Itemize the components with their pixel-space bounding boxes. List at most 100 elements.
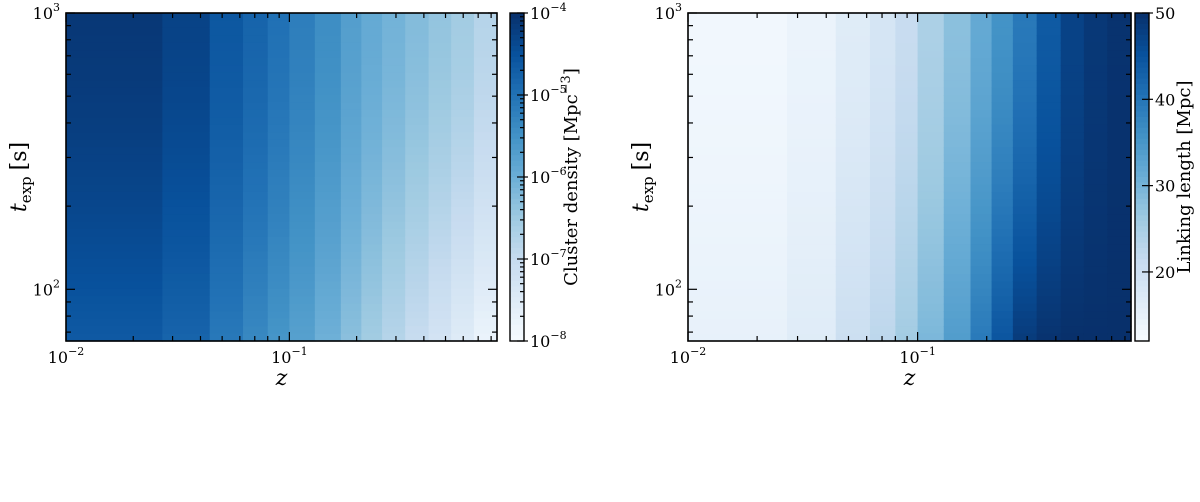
linking-heatmap-cell <box>970 80 993 89</box>
linking-heatmap-cell <box>688 162 788 171</box>
linking-heatmap-cell <box>1012 311 1038 320</box>
density-heatmap-cell <box>314 147 342 156</box>
linking-heatmap-cell <box>787 214 837 223</box>
linking-x-tick-label: 10−1 <box>899 345 936 367</box>
linking-colorbar-step <box>1135 231 1149 238</box>
linking-heatmap-cell <box>1060 191 1085 200</box>
density-heatmap-cell <box>209 42 244 51</box>
density-heatmap-cell <box>473 296 498 305</box>
linking-heatmap-cell <box>943 273 972 282</box>
linking-heatmap-cell <box>1083 102 1108 111</box>
linking-heatmap-cell <box>869 35 896 44</box>
density-colorbar-step <box>510 302 524 309</box>
density-heatmap-cell <box>428 80 452 89</box>
density-heatmap-cell <box>289 102 316 111</box>
linking-heatmap-cell <box>869 27 896 36</box>
density-heatmap-cell <box>267 154 290 163</box>
density-heatmap-cell <box>361 326 383 335</box>
linking-heatmap-cell <box>917 35 945 44</box>
linking-heatmap-cell <box>1036 184 1062 193</box>
density-heatmap-cell <box>289 154 316 163</box>
density-heatmap-cell <box>405 177 430 186</box>
density-heatmap-cell <box>314 184 342 193</box>
density-heatmap-cell <box>243 326 269 335</box>
linking-heatmap-cell <box>970 147 993 156</box>
density-heatmap-cell <box>289 109 316 118</box>
density-heatmap-cell <box>209 102 244 111</box>
density-heatmap-cell <box>405 42 430 51</box>
density-heatmap-cell <box>66 266 163 275</box>
linking-heatmap-cell <box>1107 169 1132 178</box>
linking-heatmap-cell <box>943 124 972 133</box>
density-heatmap-cell <box>243 311 269 320</box>
density-colorbar-step <box>510 127 524 134</box>
linking-heatmap-cell <box>1107 132 1132 141</box>
linking-heatmap-cell <box>1083 177 1108 186</box>
linking-heatmap-cell <box>1107 57 1132 66</box>
density-heatmap-cell <box>243 318 269 327</box>
density-colorbar-step <box>510 226 524 233</box>
linking-heatmap-cell <box>1036 221 1062 230</box>
density-heatmap-cell <box>314 273 342 282</box>
linking-heatmap-cell <box>1012 65 1038 74</box>
linking-heatmap-cell <box>1036 154 1062 163</box>
linking-heatmap-cell <box>917 169 945 178</box>
linking-heatmap-cell <box>970 288 993 297</box>
linking-heatmap-cell <box>787 288 837 297</box>
linking-heatmap-cell <box>895 154 919 163</box>
density-heatmap-cell <box>289 147 316 156</box>
linking-heatmap-cell <box>991 184 1014 193</box>
density-heatmap-cell <box>428 281 452 290</box>
linking-heatmap-cell <box>1083 311 1108 320</box>
density-heatmap-cell <box>243 244 269 253</box>
density-colorbar-step <box>510 220 524 227</box>
density-heatmap-cell <box>340 95 362 104</box>
linking-heatmap-cell <box>917 27 945 36</box>
density-heatmap-cell <box>267 229 290 238</box>
density-heatmap-cell <box>267 147 290 156</box>
linking-heatmap-cell <box>1107 333 1132 342</box>
linking-colorbar-step <box>1135 155 1149 162</box>
linking-heatmap-cell <box>1012 27 1038 36</box>
density-heatmap-cell <box>428 50 452 59</box>
density-colorbar-step <box>510 198 524 205</box>
density-heatmap-cell <box>473 139 498 148</box>
density-heatmap-cell <box>162 109 211 118</box>
density-heatmap-cell <box>162 251 211 260</box>
density-heatmap-cell <box>314 80 342 89</box>
linking-heatmap-cell <box>869 139 896 148</box>
density-y-label-unit: [s] <box>7 142 32 170</box>
density-heatmap-cell <box>405 221 430 230</box>
linking-heatmap-cell <box>835 20 871 29</box>
linking-heatmap-cell <box>1083 259 1108 268</box>
density-heatmap-cell <box>289 27 316 36</box>
density-colorbar-step <box>510 95 524 102</box>
density-heatmap-cell <box>289 57 316 66</box>
linking-heatmap-cell <box>895 102 919 111</box>
density-heatmap-cell <box>428 124 452 133</box>
density-colorbar-label: Cluster density [Mpc−3] <box>559 68 582 286</box>
linking-colorbar-step <box>1135 319 1149 326</box>
density-heatmap-cell <box>405 199 430 208</box>
linking-heatmap-cell <box>1107 13 1132 22</box>
linking-heatmap-cell <box>787 318 837 327</box>
density-heatmap-cell <box>473 87 498 96</box>
density-colorbar-step <box>510 105 524 112</box>
linking-heatmap-cell <box>787 102 837 111</box>
density-heatmap-cell <box>162 27 211 36</box>
linking-heatmap-cell <box>869 333 896 342</box>
linking-heatmap-cell <box>869 214 896 223</box>
linking-heatmap-cell <box>835 154 871 163</box>
density-heatmap-cell <box>361 288 383 297</box>
linking-heatmap-cell <box>869 169 896 178</box>
linking-heatmap-cell <box>1107 27 1132 36</box>
density-heatmap-cell <box>267 221 290 230</box>
linking-heatmap-cell <box>835 57 871 66</box>
linking-colorbar-step <box>1135 308 1149 315</box>
linking-heatmap-cell <box>869 162 896 171</box>
density-heatmap-cell <box>267 236 290 245</box>
linking-heatmap-cell <box>917 117 945 126</box>
density-heatmap-cell <box>267 132 290 141</box>
density-heatmap-cell <box>162 311 211 320</box>
density-heatmap-cell <box>267 244 290 253</box>
